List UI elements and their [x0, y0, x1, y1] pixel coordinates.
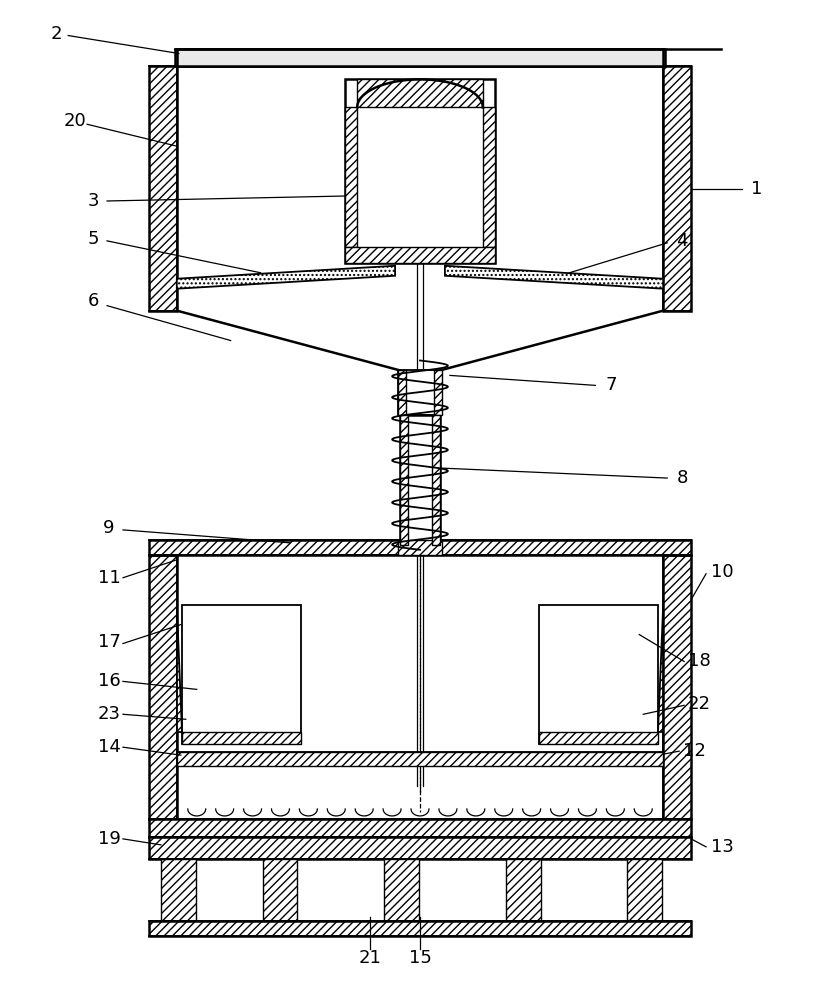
Bar: [506, 859, 541, 921]
Text: 3: 3: [87, 192, 99, 210]
Polygon shape: [445, 266, 664, 289]
Text: 13: 13: [711, 838, 733, 856]
Bar: [432, 415, 440, 545]
Bar: [434, 370, 442, 415]
Bar: [357, 79, 483, 107]
Bar: [149, 555, 176, 819]
Bar: [181, 605, 302, 744]
Text: 19: 19: [97, 830, 120, 848]
Text: 12: 12: [683, 742, 706, 760]
Text: 4: 4: [676, 232, 688, 250]
Bar: [345, 107, 357, 247]
Bar: [627, 859, 662, 921]
Bar: [398, 370, 442, 415]
Bar: [345, 247, 495, 263]
Bar: [400, 415, 408, 545]
Text: 11: 11: [97, 569, 120, 587]
Bar: [181, 732, 302, 744]
Bar: [664, 555, 691, 819]
Bar: [357, 107, 483, 247]
Text: 10: 10: [711, 563, 733, 581]
Text: 8: 8: [676, 469, 688, 487]
Bar: [398, 370, 406, 415]
Text: 2: 2: [50, 25, 62, 43]
Polygon shape: [176, 266, 395, 289]
Text: 17: 17: [97, 633, 120, 651]
Polygon shape: [176, 610, 181, 732]
Bar: [149, 837, 691, 859]
Text: 1: 1: [751, 180, 763, 198]
Bar: [175, 49, 665, 66]
Text: 18: 18: [688, 652, 711, 670]
Bar: [149, 66, 176, 311]
Text: 5: 5: [87, 230, 99, 248]
Text: 21: 21: [359, 949, 381, 967]
Text: 6: 6: [87, 292, 99, 310]
Bar: [176, 49, 664, 66]
Bar: [149, 921, 691, 936]
Bar: [538, 605, 659, 744]
Bar: [538, 732, 659, 744]
Bar: [160, 859, 196, 921]
Text: 16: 16: [97, 672, 120, 690]
Bar: [664, 66, 691, 311]
Text: 15: 15: [408, 949, 432, 967]
Bar: [400, 415, 440, 545]
Bar: [483, 107, 495, 247]
Text: 14: 14: [97, 738, 120, 756]
Bar: [149, 819, 691, 837]
Text: 23: 23: [97, 705, 120, 723]
Bar: [263, 859, 297, 921]
Text: 9: 9: [103, 519, 115, 537]
Bar: [149, 540, 691, 555]
Bar: [176, 752, 664, 766]
Bar: [345, 79, 495, 263]
Bar: [384, 859, 419, 921]
Text: 20: 20: [64, 112, 87, 130]
Polygon shape: [659, 610, 664, 732]
Text: 22: 22: [688, 695, 711, 713]
Bar: [398, 540, 442, 555]
Bar: [176, 49, 664, 66]
Text: 7: 7: [606, 376, 617, 394]
